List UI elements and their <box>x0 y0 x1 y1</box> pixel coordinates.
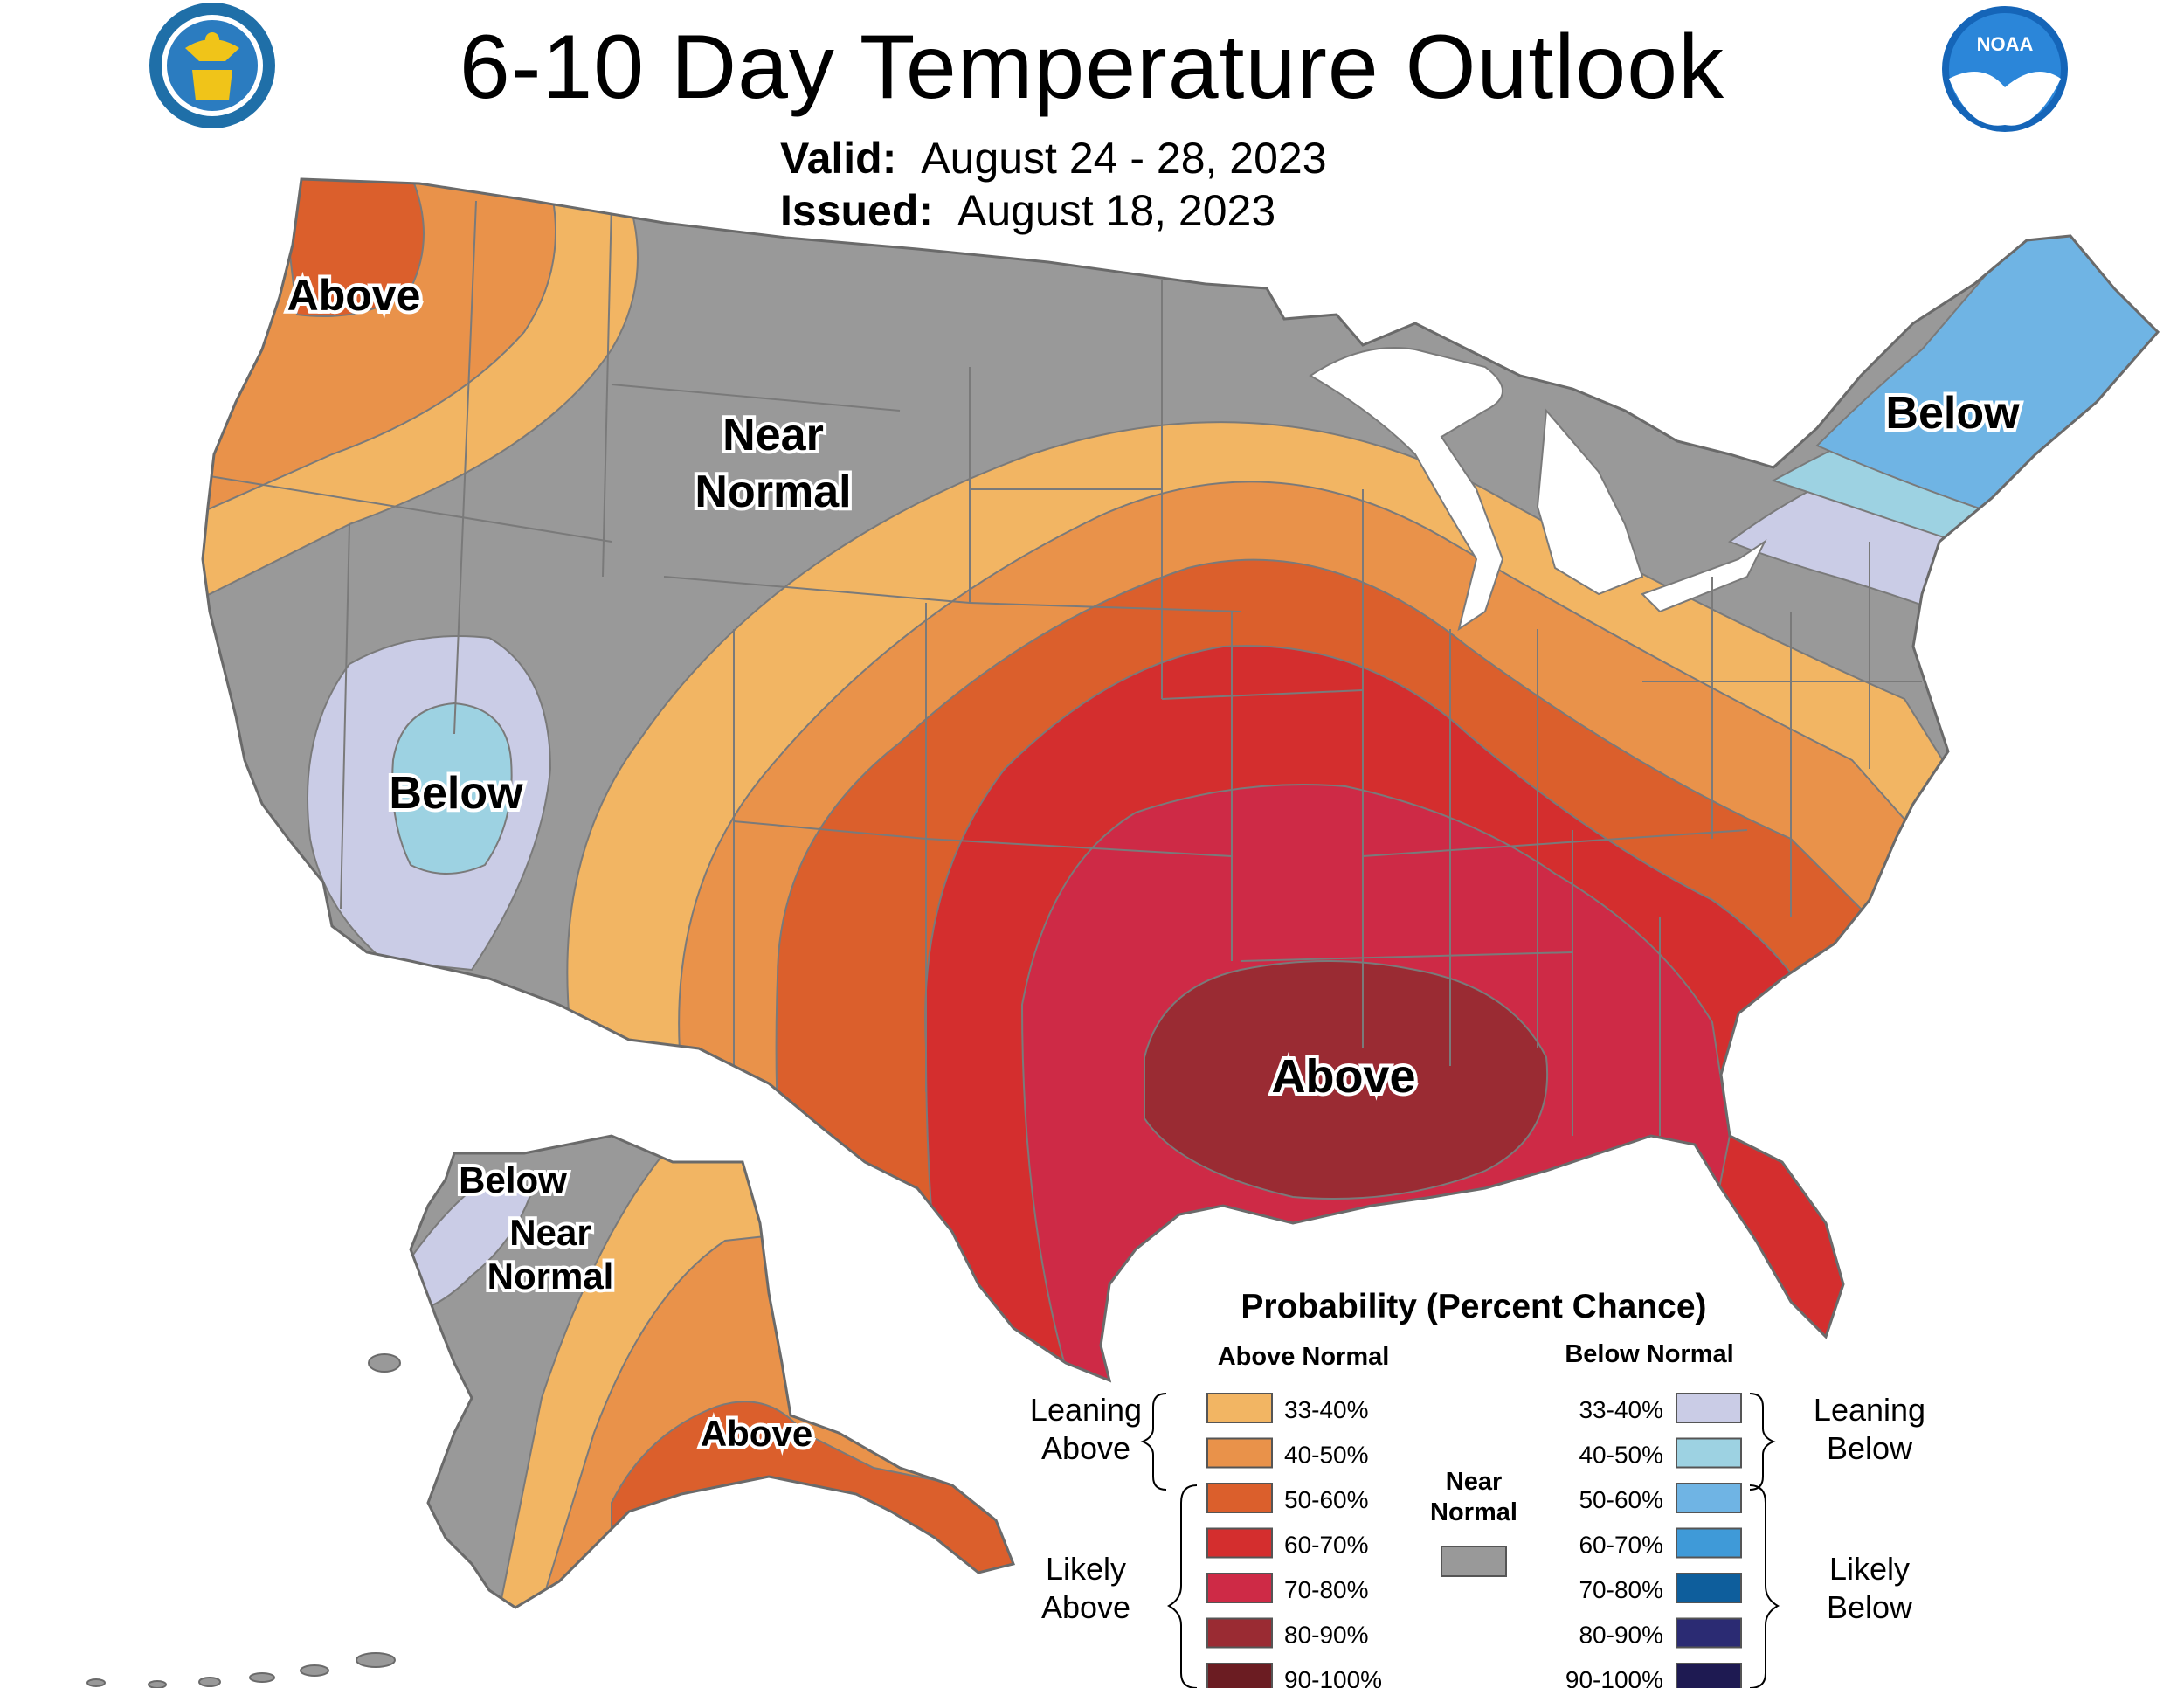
south-above-80 <box>1144 960 1549 1200</box>
alaska-outline <box>409 1134 1016 1609</box>
likely-above-2: Above <box>1041 1589 1130 1625</box>
below-label-2: 50-60% <box>1579 1486 1663 1513</box>
legend-below-header: Below Normal <box>1565 1340 1733 1368</box>
label-below-ne: Below <box>1885 388 2020 439</box>
aleutian-islands <box>86 1353 401 1688</box>
noaa-logo-text: NOAA <box>1977 33 2034 55</box>
above-swatch-2 <box>1206 1483 1273 1513</box>
brace-likely-above <box>1166 1484 1198 1688</box>
great-lakes <box>1309 347 1767 632</box>
below-label-6: 90-100% <box>1565 1666 1663 1688</box>
issued-value: August 18, 2023 <box>957 186 1276 235</box>
ak-below-33 <box>411 1169 535 1312</box>
below-swatch-2 <box>1676 1483 1742 1513</box>
likely-above-1: Likely <box>1046 1551 1126 1587</box>
label-below-sw: Below <box>389 768 523 819</box>
nw-above-50 <box>278 179 425 317</box>
near-normal-legend-1: Near <box>1446 1468 1503 1496</box>
valid-label: Valid: <box>780 134 897 183</box>
above-label-6: 90-100% <box>1284 1666 1382 1688</box>
below-label-1: 40-50% <box>1579 1442 1663 1469</box>
leaning-above-2: Above <box>1041 1430 1130 1466</box>
below-label-3: 60-70% <box>1579 1532 1663 1559</box>
below-label-0: 33-40% <box>1579 1396 1663 1423</box>
above-swatch-6 <box>1206 1663 1273 1688</box>
above-swatch-0 <box>1206 1393 1273 1423</box>
commerce-seal-logo <box>149 3 275 128</box>
below-label-5: 80-90% <box>1579 1622 1663 1649</box>
leaning-below-2: Below <box>1827 1430 1913 1466</box>
label-near-normal-2: Normal <box>695 467 851 517</box>
legend-below-swatches: 33-40% 40-50% 50-60% 60-70% 70-80% 80-90% 90-1… <box>1565 1393 1742 1688</box>
legend: Probability (Percent Chance) Above Norma… <box>1030 1288 1925 1688</box>
label-ak-near-2: Normal <box>487 1256 614 1297</box>
conus-outline <box>201 177 2160 1383</box>
below-swatch-5 <box>1676 1617 1742 1649</box>
above-swatch-5 <box>1206 1617 1273 1649</box>
above-label-5: 80-90% <box>1284 1622 1369 1649</box>
brace-leaning-below <box>1749 1393 1776 1491</box>
legend-above-header: Above Normal <box>1218 1343 1390 1371</box>
above-label-3: 60-70% <box>1284 1532 1369 1559</box>
below-label-4: 70-80% <box>1579 1576 1663 1603</box>
below-swatch-6 <box>1676 1663 1742 1688</box>
above-swatch-4 <box>1206 1573 1273 1603</box>
valid-date-line: Valid: August 24 - 28, 2023 <box>780 133 1327 183</box>
near-normal-swatch <box>1441 1546 1507 1577</box>
above-swatch-1 <box>1206 1437 1273 1469</box>
below-swatch-0 <box>1676 1393 1742 1423</box>
label-near-normal-1: Near <box>722 410 824 460</box>
label-ak-near-1: Near <box>509 1212 591 1253</box>
legend-title: Probability (Percent Chance) <box>1241 1288 1706 1325</box>
leaning-above-1: Leaning <box>1030 1392 1142 1428</box>
issued-date-line: Issued: August 18, 2023 <box>780 185 1275 236</box>
brace-leaning-above <box>1140 1393 1167 1491</box>
label-above-south: Above <box>1271 1050 1415 1103</box>
state-borders <box>209 200 1922 1136</box>
label-ak-above: Above <box>701 1413 812 1454</box>
near-normal-legend-2: Normal <box>1430 1498 1517 1526</box>
valid-value: August 24 - 28, 2023 <box>921 134 1327 183</box>
leaning-below-1: Leaning <box>1814 1392 1925 1428</box>
above-label-1: 40-50% <box>1284 1442 1369 1469</box>
above-swatch-3 <box>1206 1527 1273 1559</box>
brace-likely-below <box>1749 1484 1780 1688</box>
noaa-logo: NOAA <box>1942 6 2068 132</box>
page-title: 6-10 Day Temperature Outlook <box>459 17 1725 118</box>
above-label-2: 50-60% <box>1284 1486 1369 1513</box>
likely-below-1: Likely <box>1829 1551 1910 1587</box>
below-swatch-1 <box>1676 1437 1742 1469</box>
below-swatch-4 <box>1676 1573 1742 1603</box>
issued-label: Issued: <box>780 186 934 235</box>
above-label-0: 33-40% <box>1284 1396 1369 1423</box>
below-swatch-3 <box>1676 1527 1742 1559</box>
legend-above-swatches: 33-40% 40-50% 50-60% 60-70% 70-80% 80-90% 90-1… <box>1206 1393 1382 1688</box>
label-ak-below: Below <box>459 1159 567 1200</box>
sw-below-40 <box>391 702 513 875</box>
above-label-4: 70-80% <box>1284 1576 1369 1603</box>
label-above-nw: Above <box>287 271 421 320</box>
likely-below-2: Below <box>1827 1589 1913 1625</box>
